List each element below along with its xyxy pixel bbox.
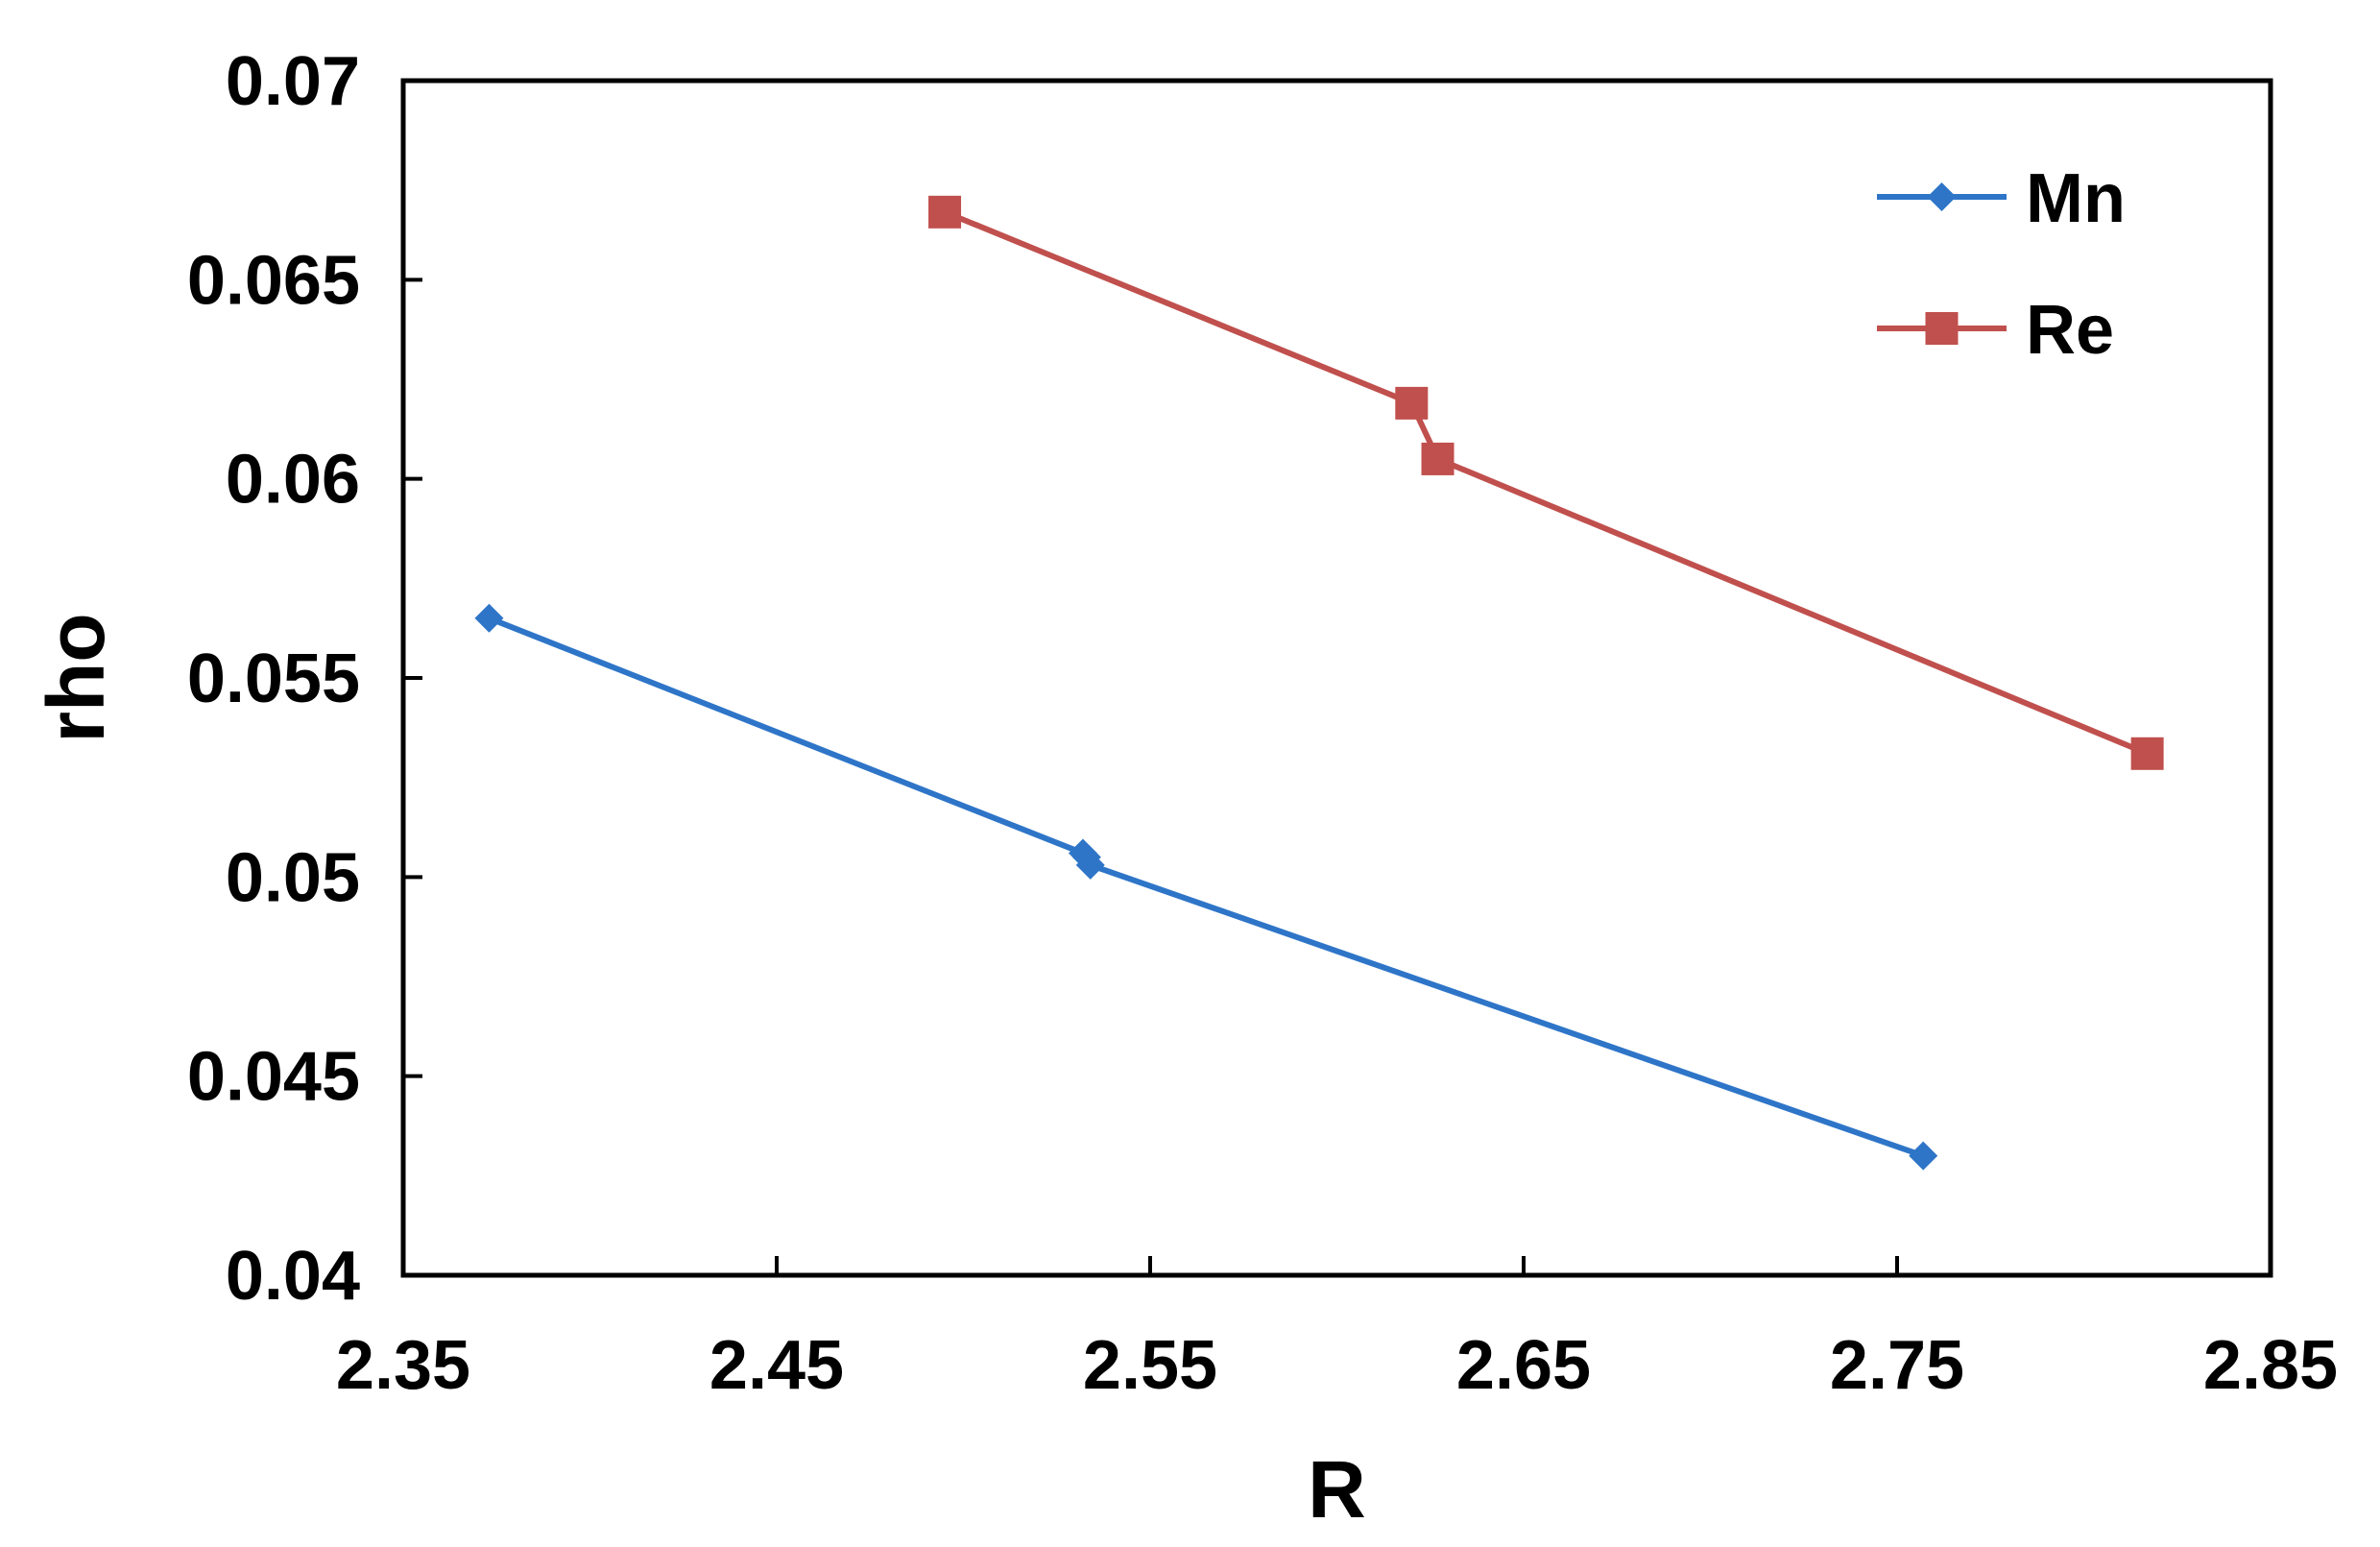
data-point-re	[2130, 737, 2164, 770]
y-tick-label: 0.045	[187, 1039, 360, 1116]
data-point-re	[1395, 386, 1429, 420]
y-tick-label: 0.06	[226, 442, 360, 519]
y-axis-title: rho	[31, 613, 121, 742]
data-point-mn	[1075, 850, 1105, 880]
data-point-mn	[474, 603, 504, 633]
x-tick-label: 2.35	[336, 1327, 470, 1404]
y-axis-ticks: 0.04 0.045 0.05 0.055 0.06 0.065 0.07	[187, 43, 422, 1315]
y-tick-label: 0.055	[187, 641, 360, 717]
x-tick-label: 2.55	[1083, 1327, 1217, 1404]
series-line-re	[943, 209, 2149, 757]
x-tick-label: 2.75	[1830, 1327, 1964, 1404]
legend-label-re: Re	[2026, 292, 2114, 369]
legend-marker-re	[1925, 312, 1959, 345]
data-point-re	[1421, 442, 1454, 475]
x-axis-ticks: 2.35 2.45 2.55 2.65 2.75 2.85	[336, 1256, 2338, 1404]
legend: Mn Re	[1877, 160, 2126, 369]
y-tick-label: 0.07	[226, 43, 360, 120]
series-layer	[474, 195, 2164, 1171]
x-tick-label: 2.45	[709, 1327, 844, 1404]
data-point-re	[928, 195, 962, 229]
x-tick-label: 2.85	[2203, 1327, 2338, 1404]
x-axis-title: R	[1308, 1444, 1366, 1535]
data-point-mn	[1909, 1141, 1938, 1171]
x-tick-label: 2.65	[1456, 1327, 1591, 1404]
y-tick-label: 0.065	[187, 242, 360, 319]
y-tick-label: 0.05	[226, 839, 360, 916]
legend-label-mn: Mn	[2026, 160, 2126, 237]
y-tick-label: 0.04	[226, 1238, 360, 1315]
legend-marker-mn	[1927, 182, 1957, 211]
